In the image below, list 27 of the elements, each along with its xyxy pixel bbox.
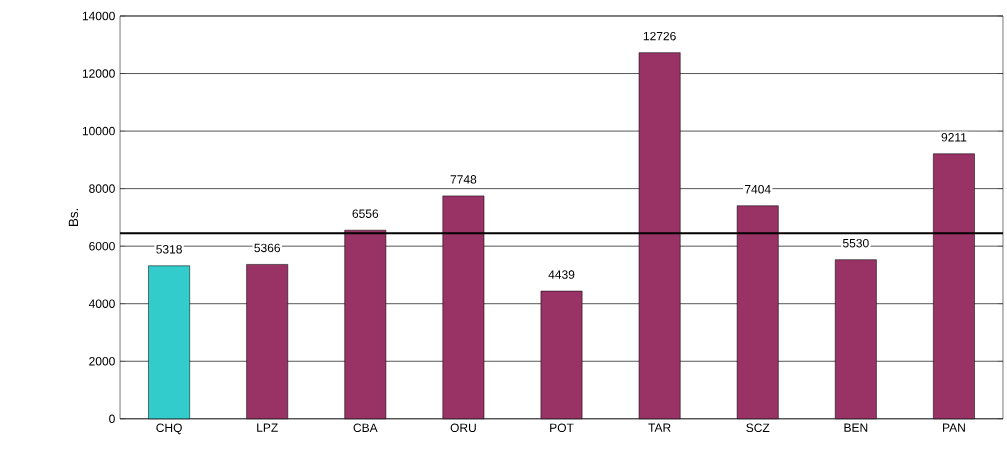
- data-label: 7404: [744, 184, 771, 194]
- x-tick-label: CBA: [353, 423, 378, 432]
- data-label: 12726: [643, 31, 676, 41]
- x-tick-label: PAN: [943, 423, 965, 432]
- y-tick-label: 14000: [82, 11, 115, 21]
- y-tick-label: 12000: [82, 69, 115, 78]
- x-tick-label: ORU: [450, 423, 476, 432]
- y-tick-label: 8000: [89, 184, 115, 193]
- y-tick-label: 6000: [89, 241, 115, 251]
- y-tick-label: 2000: [89, 356, 115, 366]
- x-tick-label: CHQ: [156, 423, 182, 435]
- x-tick-label: TAR: [648, 423, 671, 432]
- x-tick-label: SCZ: [746, 423, 770, 432]
- data-label: 4439: [548, 270, 575, 279]
- y-tick-label: 10000: [82, 126, 115, 136]
- data-label: 5318: [156, 244, 182, 254]
- y-tick-label: 4000: [88, 299, 115, 308]
- x-tick-label: POT: [550, 423, 574, 432]
- data-label: 9211: [941, 132, 967, 142]
- data-label: 7748: [450, 175, 477, 184]
- data-label: 5366: [254, 243, 281, 253]
- y-tick-label: 0: [109, 414, 115, 423]
- x-tick-label: BEN: [844, 423, 868, 432]
- data-label: 6556: [352, 209, 379, 218]
- data-label: 5530: [842, 238, 869, 248]
- x-tick-label: LPZ: [257, 423, 278, 432]
- y-axis-title: Bs.: [68, 208, 79, 226]
